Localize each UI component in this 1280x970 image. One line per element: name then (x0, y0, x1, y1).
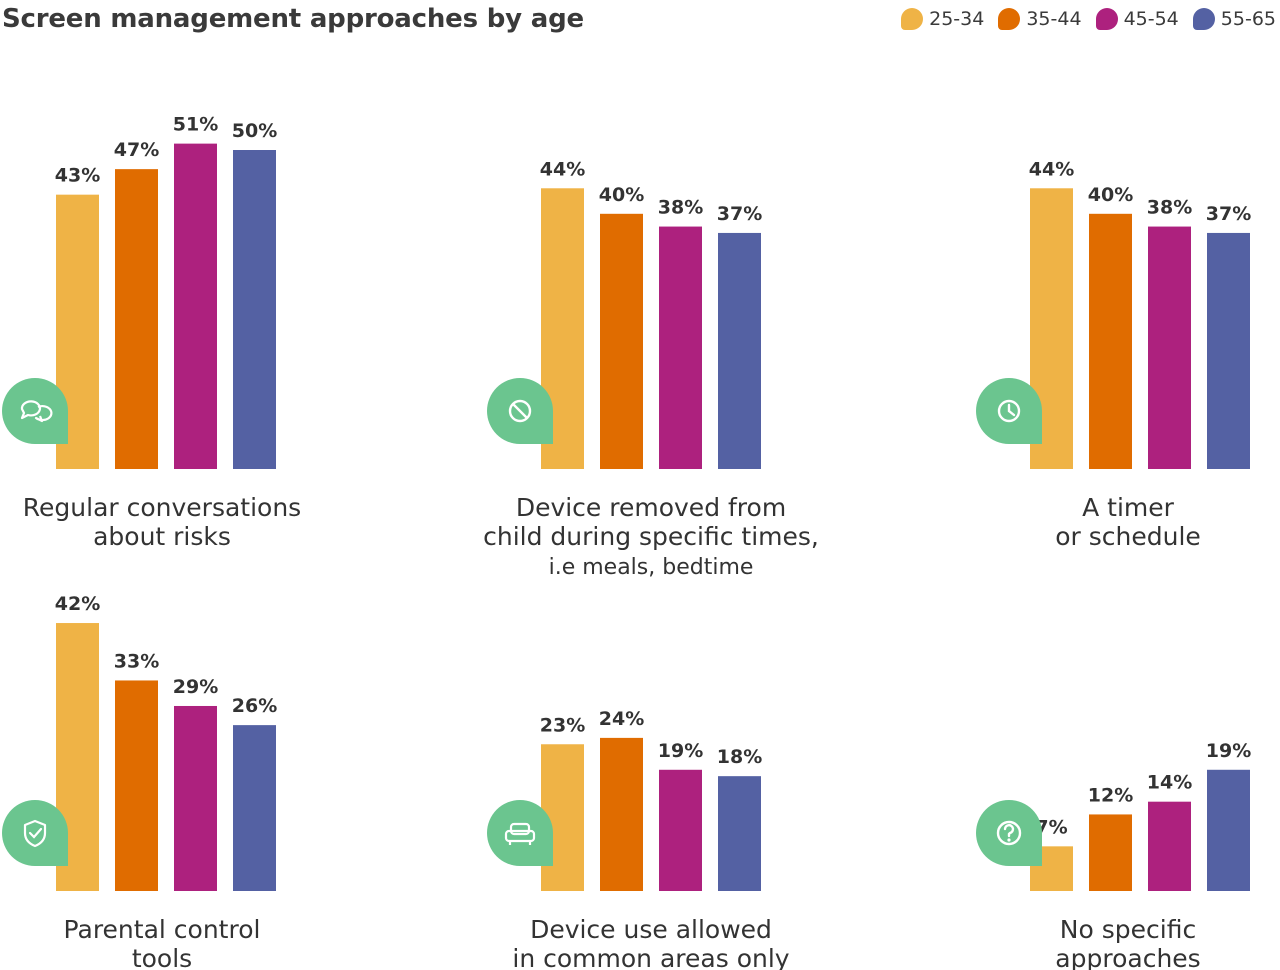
data-label: 50% (232, 120, 277, 142)
bar-55-65 (718, 232, 761, 469)
data-label: 38% (1147, 197, 1192, 219)
speech-bubbles-icon (2, 378, 68, 444)
legend-swatch (998, 8, 1021, 30)
bar-45-54 (1148, 226, 1191, 469)
prohibited-icon (487, 378, 553, 444)
legend-label: 55-65 (1220, 8, 1276, 30)
legend-item-55-65: 55-65 (1192, 8, 1276, 30)
question-icon (976, 800, 1042, 866)
category-label: Device removed from (516, 493, 786, 522)
data-label: 19% (658, 740, 703, 762)
category-label: Device use allowed (530, 915, 772, 944)
category-label: or schedule (1055, 522, 1201, 551)
data-label: 38% (658, 197, 703, 219)
data-label: 29% (173, 676, 218, 698)
data-label: 37% (717, 203, 762, 225)
data-label: 7% (1035, 816, 1067, 838)
legend-item-45-54: 45-54 (1095, 8, 1179, 30)
sofa-icon (487, 800, 553, 866)
bar-45-54 (659, 226, 702, 469)
legend-label: 45-54 (1123, 8, 1179, 30)
category-label: Regular conversations (23, 493, 301, 522)
category-label: i.e meals, bedtime (549, 555, 754, 580)
data-label: 40% (1088, 184, 1133, 206)
category-label: No specific (1060, 915, 1196, 944)
data-label: 26% (232, 695, 277, 717)
legend-label: 25-34 (929, 8, 985, 30)
data-label: 24% (599, 708, 644, 730)
legend-swatch (1192, 8, 1215, 30)
bar-35-44 (115, 169, 158, 469)
legend-label: 35-44 (1026, 8, 1082, 30)
category-label: Parental control (64, 915, 261, 944)
category-label: in common areas only (512, 944, 789, 970)
bar-55-65 (1207, 769, 1250, 891)
bar-35-44 (1089, 213, 1132, 469)
bar-35-44 (600, 737, 643, 891)
bar-45-54 (1148, 801, 1191, 891)
data-label: 12% (1088, 784, 1133, 806)
bar-55-65 (1207, 232, 1250, 469)
clock-icon (976, 378, 1042, 444)
bar-45-54 (174, 143, 217, 469)
legend: 25-34 35-44 45-54 55-65 (901, 8, 1276, 30)
category-label: child during specific times, (483, 522, 819, 551)
data-label: 44% (540, 158, 585, 180)
bar-55-65 (233, 150, 276, 469)
bar-45-54 (659, 769, 702, 891)
data-label: 19% (1206, 740, 1251, 762)
bar-45-54 (174, 705, 217, 891)
bar-35-44 (115, 680, 158, 891)
data-label: 51% (173, 114, 218, 136)
data-label: 33% (114, 650, 159, 672)
data-label: 18% (717, 746, 762, 768)
chart-title: Screen management approaches by age (2, 4, 584, 34)
data-label: 47% (114, 139, 159, 161)
legend-item-35-44: 35-44 (998, 8, 1082, 30)
data-label: 40% (599, 184, 644, 206)
category-label: tools (132, 944, 192, 970)
data-label: 37% (1206, 203, 1251, 225)
data-label: 23% (540, 714, 585, 736)
data-label: 42% (55, 593, 100, 615)
bar-55-65 (718, 776, 761, 891)
data-label: 43% (55, 165, 100, 187)
data-label: 44% (1029, 158, 1074, 180)
category-label: approaches (1055, 944, 1200, 970)
bar-35-44 (600, 213, 643, 469)
legend-swatch (1095, 8, 1118, 30)
bar-55-65 (233, 725, 276, 891)
bar-35-44 (1089, 814, 1132, 891)
category-label: about risks (93, 522, 231, 551)
data-label: 14% (1147, 772, 1192, 794)
shield-check-icon (2, 800, 68, 866)
category-label: A timer (1082, 493, 1175, 522)
legend-item-25-34: 25-34 (901, 8, 984, 30)
legend-swatch (901, 8, 924, 30)
